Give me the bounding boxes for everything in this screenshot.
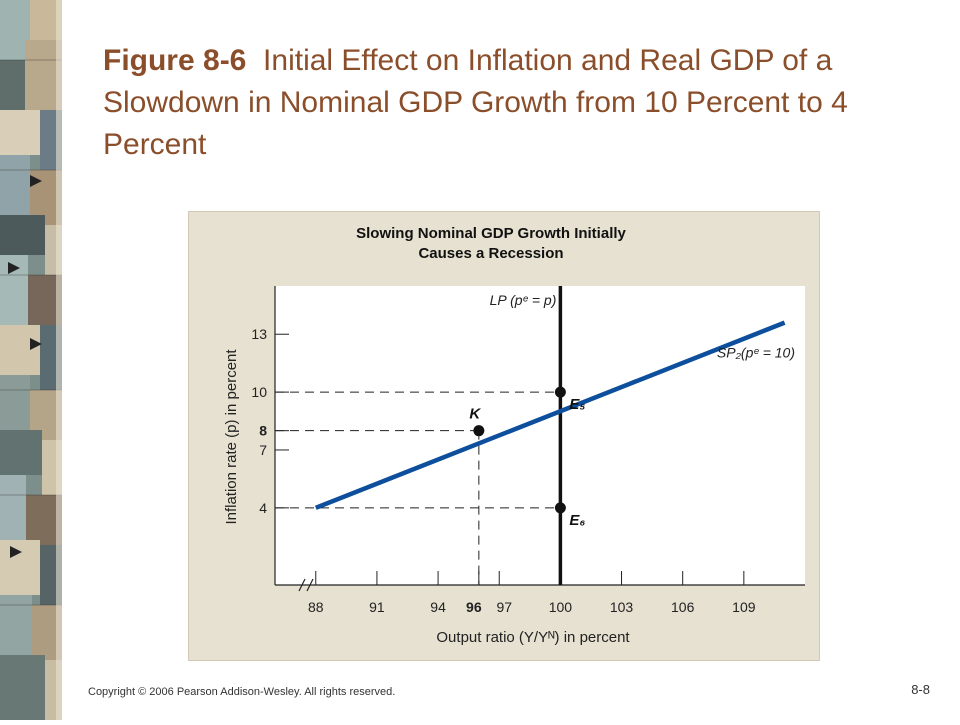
figure-panel: Slowing Nominal GDP Growth Initially Cau… bbox=[188, 211, 820, 661]
plot-area bbox=[275, 286, 805, 585]
x-tick-label: 88 bbox=[308, 599, 324, 615]
slide-title: Figure 8-6 Initial Effect on Inflation a… bbox=[103, 40, 903, 166]
axis-break-mark bbox=[306, 578, 314, 592]
x-tick-label: 103 bbox=[610, 599, 634, 615]
axis-break-mark bbox=[298, 578, 306, 592]
lp-curve-label: LP (pᵉ = p) bbox=[490, 292, 557, 308]
x-tick-label: 109 bbox=[732, 599, 756, 615]
chart-title-line1: Slowing Nominal GDP Growth Initially bbox=[356, 225, 626, 242]
y-tick-label: 7 bbox=[259, 442, 267, 458]
x-tick-label: 96 bbox=[466, 599, 482, 615]
point-label: K bbox=[469, 406, 481, 423]
inflation-output-chart: Slowing Nominal GDP Growth Initially Cau… bbox=[223, 225, 805, 646]
figure-caption: Initial Effect on Inflation and Real GDP… bbox=[103, 44, 848, 161]
y-tick-label: 8 bbox=[259, 423, 267, 439]
y-tick-label: 13 bbox=[251, 326, 267, 342]
y-tick-label: 4 bbox=[259, 500, 267, 516]
x-tick-label: 94 bbox=[430, 599, 446, 615]
x-axis-label: Output ratio (Y/Yᴺ) in percent bbox=[436, 629, 630, 646]
figure-number: Figure 8-6 bbox=[103, 44, 247, 77]
chart-title-line2: Causes a Recession bbox=[418, 245, 563, 262]
copyright-notice: Copyright © 2006 Pearson Addison-Wesley.… bbox=[88, 686, 396, 698]
sp-curve-label: SP₂(pᵉ = 10) bbox=[717, 344, 795, 360]
decorative-quilt-border bbox=[0, 0, 62, 720]
point-label: E₅ bbox=[569, 396, 585, 413]
page-number: 8-8 bbox=[911, 682, 930, 697]
x-tick-label: 91 bbox=[369, 599, 385, 615]
data-point bbox=[473, 425, 485, 437]
sp-curve-line bbox=[314, 320, 786, 510]
point-label: E₆ bbox=[569, 512, 585, 529]
y-tick-label: 10 bbox=[251, 384, 267, 400]
x-tick-label: 100 bbox=[549, 599, 573, 615]
x-tick-label: 97 bbox=[496, 599, 512, 615]
x-tick-label: 106 bbox=[671, 599, 695, 615]
y-axis-label: Inflation rate (p) in percent bbox=[223, 349, 240, 525]
data-point bbox=[554, 502, 566, 514]
data-point bbox=[554, 386, 566, 398]
